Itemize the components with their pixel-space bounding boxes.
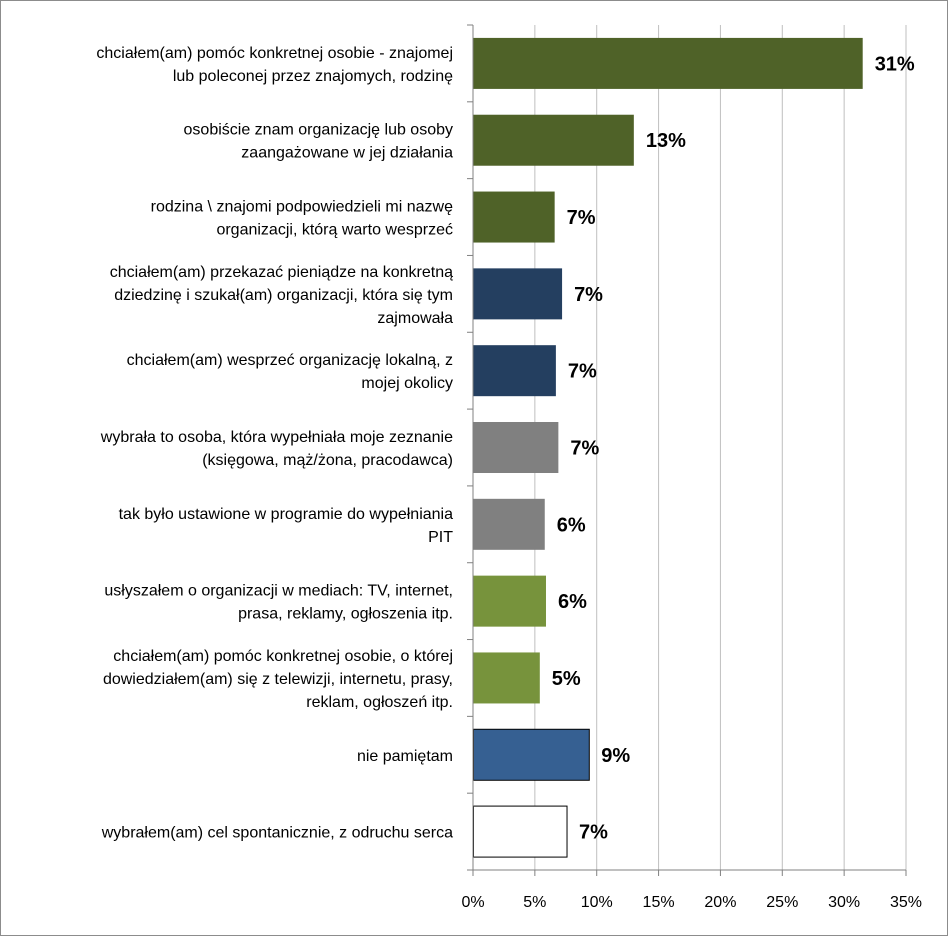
- bar: [473, 422, 559, 473]
- category-label: wybrałem(am) cel spontanicznie, z odruch…: [101, 825, 453, 842]
- category-label-line: chciałem(am) wesprzeć organizację lokaln…: [127, 352, 453, 369]
- bar: [473, 114, 634, 166]
- bar: [473, 37, 863, 89]
- category-label: chciałem(am) pomóc konkretnej osobie - z…: [96, 45, 453, 85]
- gridlines: [534, 25, 907, 870]
- category-label: wybrała to osoba, która wypełniała moje …: [100, 429, 453, 469]
- category-label-line: mojej okolicy: [361, 375, 453, 392]
- category-label-line: zaangażowane w jej działania: [241, 145, 453, 162]
- x-tick-label: 5%: [523, 894, 546, 911]
- category-label-line: zajmowała: [377, 310, 453, 327]
- x-tick-label: 10%: [581, 894, 613, 911]
- category-label: nie pamiętam: [357, 748, 453, 765]
- category-label: rodzina \ znajomi podpowiedzieli mi nazw…: [151, 199, 453, 239]
- category-label-line: chciałem(am) pomóc konkretnej osobie - z…: [96, 45, 453, 62]
- category-label-line: reklam, ogłoszeń itp.: [306, 694, 453, 711]
- data-label: 9%: [601, 745, 630, 767]
- data-label: 7%: [567, 207, 596, 229]
- category-label: chciałem(am) wesprzeć organizację lokaln…: [127, 352, 453, 392]
- x-tick-label: 30%: [828, 894, 860, 911]
- category-label-line: osobiście znam organizację lub osoby: [184, 122, 453, 139]
- category-label-line: tak było ustawione w programie do wypełn…: [119, 506, 454, 523]
- bar: [473, 575, 546, 627]
- axes: 0% 5% 10% 15% 20% 25% 30% 35%: [461, 24, 922, 911]
- category-label-line: nie pamiętam: [357, 748, 453, 765]
- category-label-line: wybrała to osoba, która wypełniała moje …: [100, 429, 453, 446]
- bar: [473, 191, 555, 243]
- bar: [473, 345, 556, 397]
- data-label: 7%: [574, 284, 603, 306]
- data-label: 7%: [579, 822, 608, 844]
- data-label: 31%: [875, 53, 915, 75]
- category-label-line: lub poleconej przez znajomych, rodzinę: [173, 68, 453, 85]
- category-label-line: chciałem(am) przekazać pieniądze na konk…: [110, 264, 453, 281]
- bar: [473, 268, 563, 320]
- x-tick-label: 20%: [704, 894, 736, 911]
- x-tick-label: 25%: [766, 894, 798, 911]
- bar: [473, 728, 590, 781]
- data-label: 7%: [568, 361, 597, 383]
- bar: [473, 805, 568, 858]
- category-label-line: (księgowa, mąż/żona, pracodawca): [202, 452, 453, 469]
- bar: [473, 498, 545, 550]
- x-tick-label: 35%: [890, 894, 922, 911]
- category-label: chciałem(am) pomóc konkretnej osobie, o …: [103, 648, 453, 711]
- x-tick-label: 0%: [461, 894, 484, 911]
- bar: [473, 652, 540, 704]
- category-label-line: rodzina \ znajomi podpowiedzieli mi nazw…: [151, 199, 453, 216]
- data-label: 6%: [558, 591, 587, 613]
- category-label-line: prasa, reklamy, ogłoszenia itp.: [238, 606, 453, 623]
- category-label-line: wybrałem(am) cel spontanicznie, z odruch…: [101, 825, 453, 842]
- category-label: usłyszałem o organizacji w mediach: TV, …: [104, 583, 453, 623]
- data-labels: 31% 13% 7% 7% 7% 7% 6% 6% 5% 9% 7%: [552, 53, 915, 843]
- category-label: chciałem(am) przekazać pieniądze na konk…: [110, 264, 453, 327]
- category-label-line: dowiedziałem(am) się z telewizji, intern…: [103, 671, 453, 688]
- x-tick-label: 15%: [643, 894, 675, 911]
- data-label: 6%: [557, 514, 586, 536]
- data-label: 5%: [552, 668, 581, 690]
- data-label: 13%: [646, 130, 686, 152]
- data-label: 7%: [570, 438, 599, 460]
- category-label: tak było ustawione w programie do wypełn…: [119, 506, 454, 546]
- category-label-line: dziedzinę i szukał(am) organizacji, któr…: [114, 287, 453, 304]
- category-label-line: chciałem(am) pomóc konkretnej osobie, o …: [113, 648, 453, 665]
- category-label-line: organizacji, którą warto wesprzeć: [216, 222, 453, 239]
- category-label-line: usłyszałem o organizacji w mediach: TV, …: [104, 583, 453, 600]
- category-label-line: PIT: [428, 529, 453, 546]
- category-labels: chciałem(am) pomóc konkretnej osobie - z…: [96, 45, 453, 842]
- bars: [473, 37, 863, 858]
- category-label: osobiście znam organizację lub osoby zaan…: [184, 122, 454, 162]
